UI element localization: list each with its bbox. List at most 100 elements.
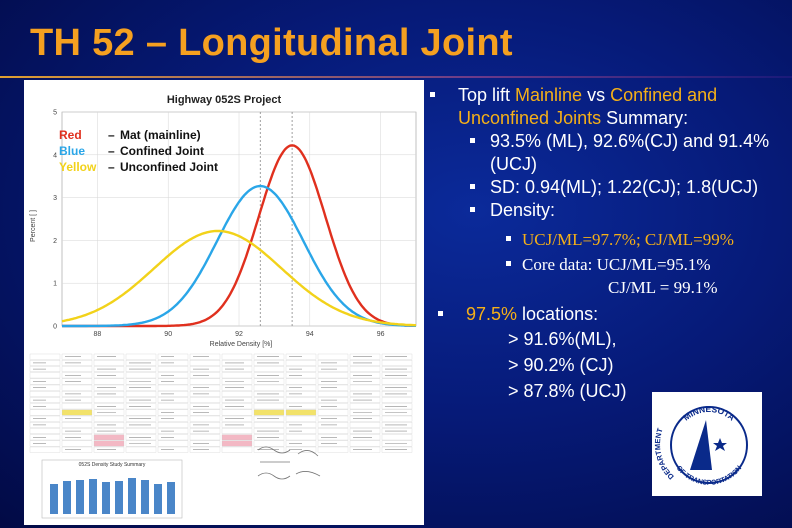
- sheet-cell: [285, 397, 317, 403]
- bullet-marker: [430, 92, 435, 97]
- bullet-marker: [438, 311, 443, 316]
- location-ucj: > 87.8% (UCJ): [508, 381, 627, 401]
- mini-chart-caption: 052S Density Study Summary: [79, 462, 146, 468]
- chart-figure: Highway 052S Project 88 90 92 94 96 0 1 2 3 4 5 Re…: [24, 80, 424, 525]
- core-data-text: Core data: UCJ/ML=95.1%: [522, 255, 711, 274]
- bullet-density-ratio: UCJ/ML=97.7%; CJ/ML=99%: [506, 228, 790, 251]
- sheet-cell: [125, 409, 157, 416]
- sheet-cell: [125, 372, 157, 379]
- legend-dash: –: [108, 128, 115, 142]
- sheet-cell: [221, 434, 253, 441]
- sheet-cell: [157, 422, 189, 428]
- bullet-marker: [470, 184, 475, 189]
- mini-bar: [141, 480, 149, 514]
- sheet-row: [29, 384, 413, 391]
- sheet-cell: [93, 397, 125, 403]
- sheet-row: [29, 409, 413, 416]
- sheet-cell: [29, 353, 61, 360]
- x-tick-label: 94: [306, 331, 314, 338]
- sheet-cell: [317, 428, 349, 434]
- sheet-cell: [253, 384, 285, 391]
- sheet-cell: [349, 403, 381, 410]
- mini-bar: [76, 480, 84, 514]
- sheet-cell: [157, 384, 189, 391]
- bullet-summary: Top lift Mainline vs Confined and Unconf…: [430, 84, 790, 130]
- sheet-row: [29, 360, 413, 366]
- means-text: 93.5% (ML), 92.6%(CJ) and 91.4%(UCJ): [490, 131, 770, 174]
- sheet-cell: [285, 409, 317, 416]
- sheet-cell: [285, 415, 317, 422]
- sheet-cell: [221, 372, 253, 379]
- sheet-cell: [349, 440, 381, 447]
- logo-ring: [670, 406, 748, 484]
- summary-part: Summary:: [601, 108, 689, 128]
- locations-pct: 97.5%: [466, 304, 518, 324]
- sheet-row: [29, 353, 413, 360]
- mini-bar: [63, 481, 71, 514]
- sheet-row: [29, 428, 413, 434]
- sheet-cell: [221, 440, 253, 447]
- sheet-cell: [189, 415, 221, 422]
- sheet-cell: [61, 409, 93, 416]
- bullet-means: 93.5% (ML), 92.6%(CJ) and 91.4%(UCJ): [458, 130, 790, 176]
- title-divider: [0, 76, 792, 78]
- sheet-cell: [93, 415, 125, 422]
- mini-bar: [115, 481, 123, 514]
- sheet-cell: [125, 353, 157, 360]
- sheet-cell: [381, 434, 413, 441]
- x-tick-label: 90: [164, 331, 172, 338]
- sheet-cell: [317, 372, 349, 379]
- sheet-cell: [29, 372, 61, 379]
- sheet-cell: [189, 397, 221, 403]
- y-tick-label: 5: [53, 110, 57, 117]
- locations-label: locations:: [517, 304, 599, 324]
- sheet-cell: [221, 428, 253, 434]
- sheet-cell: [253, 403, 285, 410]
- sheet-cell: [221, 446, 253, 453]
- x-axis-label: Relative Density [%]: [210, 341, 273, 348]
- sheet-cell: [125, 391, 157, 397]
- sheet-cell: [317, 446, 349, 453]
- location-cj: > 90.2% (CJ): [508, 355, 614, 375]
- sheet-cell: [93, 378, 125, 385]
- bullet-core-data: Core data: UCJ/ML=95.1%: [506, 253, 790, 276]
- sheet-cell: [253, 422, 285, 428]
- legend-color-word: Red: [59, 128, 82, 142]
- bullet-marker: [470, 138, 475, 143]
- sheet-cell: [61, 422, 93, 428]
- sheet-cell: [61, 366, 93, 372]
- legend-dash: –: [108, 160, 115, 174]
- sheet-row: [29, 446, 413, 453]
- sheet-cell: [125, 446, 157, 453]
- sheet-cell: [61, 384, 93, 391]
- sheet-cell: [189, 378, 221, 385]
- core-data-cont: CJ/ML = 99.1%: [608, 278, 718, 297]
- sheet-row: [29, 391, 413, 397]
- y-tick-label: 2: [53, 238, 57, 245]
- logo-star-icon: [713, 438, 727, 451]
- sheet-cell: [317, 409, 349, 416]
- sheet-cell: [285, 360, 317, 366]
- sheet-cell: [381, 378, 413, 385]
- bullet-marker: [506, 261, 511, 266]
- sheet-cell: [189, 434, 221, 441]
- sheet-cell: [349, 422, 381, 428]
- handwritten-notes-2: [257, 471, 321, 480]
- bullet-sd: SD: 0.94(ML); 1.22(CJ); 1.8(UCJ): [458, 176, 790, 199]
- sheet-row: [29, 440, 413, 447]
- location-ml: > 91.6%(ML),: [508, 329, 617, 349]
- bullet-list: Top lift Mainline vs Confined and Unconf…: [430, 84, 790, 404]
- legend-dash: –: [108, 144, 115, 158]
- sheet-cell: [253, 440, 285, 447]
- bullet-marker: [470, 207, 475, 212]
- y-axis-label: Percent [ ]: [30, 210, 37, 242]
- density-label: Density:: [490, 200, 556, 220]
- x-tick-label: 96: [377, 331, 385, 338]
- sheet-cell: [61, 440, 93, 447]
- sheet-cell: [285, 434, 317, 441]
- summary-part: Confined and Unconfined Joints: [458, 85, 718, 128]
- density-ratio-text: UCJ/ML=97.7%; CJ/ML=99%: [522, 230, 734, 249]
- y-tick-label: 1: [53, 281, 57, 288]
- sheet-cell: [61, 403, 93, 410]
- mini-bar: [167, 482, 175, 514]
